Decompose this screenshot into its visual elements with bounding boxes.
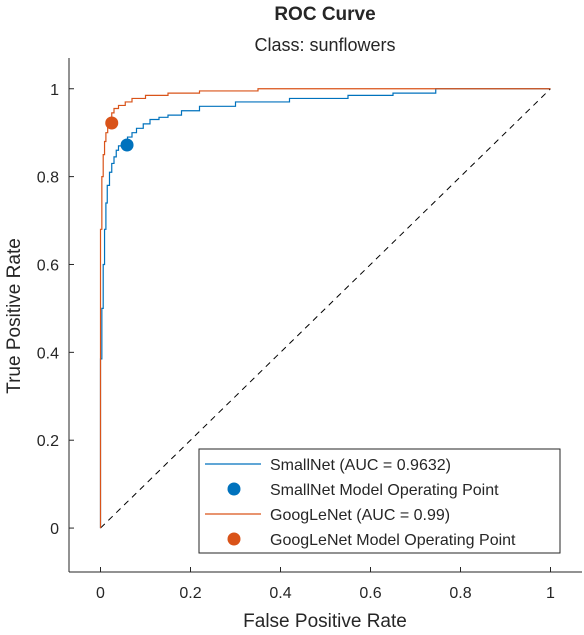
legend-entry-label: SmallNet (AUC = 0.9632): [270, 457, 451, 474]
chart-subtitle: Class: sunflowers: [254, 35, 395, 55]
y-tick-label: 0.4: [37, 345, 59, 362]
y-axis-ticks: 0 0.2 0.4 0.6 0.8 1: [37, 82, 74, 538]
x-tick-label: 0.2: [179, 585, 201, 602]
legend-entry-label: GoogLeNet Model Operating Point: [270, 532, 516, 549]
y-tick-label: 0.8: [37, 170, 59, 187]
chart-title: ROC Curve: [274, 4, 375, 25]
operating-point-1: [120, 138, 134, 152]
series-layer: [99, 88, 551, 529]
x-tick-label: 1: [546, 585, 555, 602]
y-tick-label: 0.6: [37, 257, 59, 274]
y-tick-label: 0.2: [37, 433, 59, 450]
legend: SmallNet (AUC = 0.9632) SmallNet Model Op…: [198, 448, 561, 554]
series-line-0: [99, 88, 551, 529]
legend-entry-label: SmallNet Model Operating Point: [270, 482, 499, 499]
series-line-2: [99, 88, 551, 529]
x-axis-label: False Positive Rate: [243, 611, 407, 632]
y-tick-label: 0: [50, 521, 59, 538]
y-axis-label: True Positive Rate: [4, 238, 25, 394]
legend-swatch-marker: [227, 532, 241, 546]
reference-line-group: [100, 88, 551, 529]
x-tick-label: 0: [96, 585, 105, 602]
legend-swatch-marker: [227, 482, 241, 496]
legend-entry-label: GoogLeNet (AUC = 0.99): [270, 507, 450, 524]
x-tick-label: 0.8: [449, 585, 471, 602]
operating-point-3: [105, 116, 119, 130]
x-tick-label: 0.6: [359, 585, 381, 602]
x-tick-label: 0.4: [269, 585, 291, 602]
y-tick-label: 1: [50, 82, 59, 99]
x-axis-ticks: 0 0.2 0.4 0.6 0.8 1: [96, 567, 555, 602]
legend-box: [198, 448, 561, 554]
axes: [68, 58, 582, 573]
plot-area: 0 0.2 0.4 0.6 0.8 1 0 0.2 0.4 0.6 0.8 1: [37, 58, 582, 602]
reference-diagonal-line: [100, 88, 551, 529]
